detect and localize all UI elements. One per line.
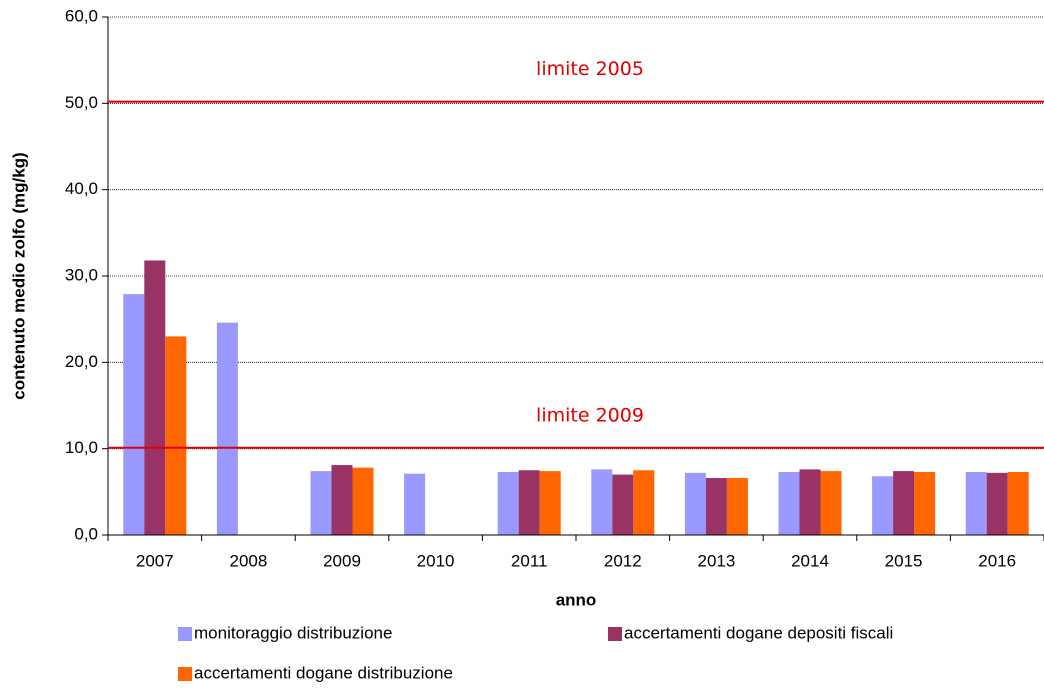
- x-tick-label: 2013: [697, 551, 735, 570]
- bar: [705, 478, 727, 535]
- x-tick-label: 2014: [791, 551, 829, 570]
- bar: [633, 470, 655, 535]
- y-tick-label: 50,0: [65, 93, 98, 112]
- bar: [352, 467, 374, 535]
- bar: [539, 471, 561, 535]
- reference-label: limite 2009: [536, 404, 644, 426]
- y-axis-label: contenuto medio zolfo (mg/kg): [9, 152, 28, 399]
- x-tick-label: 2016: [978, 551, 1016, 570]
- bar: [331, 465, 353, 535]
- x-tick-label: 2007: [136, 551, 174, 570]
- bar: [684, 472, 706, 535]
- reference-label: limite 2005: [536, 58, 644, 80]
- y-tick-label: 10,0: [65, 438, 98, 457]
- bar: [404, 473, 426, 535]
- y-tick-label: 30,0: [65, 265, 98, 284]
- bar: [165, 336, 187, 535]
- bar: [497, 471, 519, 535]
- bar: [914, 471, 936, 535]
- bar: [1007, 471, 1029, 535]
- y-tick-label: 40,0: [65, 179, 98, 198]
- bar: [612, 474, 634, 535]
- x-tick-label: 2011: [511, 551, 548, 570]
- bar: [310, 471, 332, 535]
- bar: [799, 469, 821, 535]
- legend-label: accertamenti dogane distribuzione: [194, 663, 453, 682]
- bar: [965, 471, 987, 535]
- x-tick-label: 2015: [885, 551, 923, 570]
- legend-label: monitoraggio distribuzione: [194, 623, 392, 642]
- x-tick-label: 2009: [323, 551, 361, 570]
- y-tick-label: 20,0: [65, 352, 98, 371]
- bar: [216, 322, 238, 535]
- bar: [893, 471, 915, 535]
- bar: [872, 476, 894, 535]
- bar: [144, 260, 166, 535]
- x-axis-label: anno: [556, 590, 597, 609]
- legend-label: accertamenti dogane depositi fiscali: [624, 623, 893, 642]
- bar: [778, 471, 800, 535]
- legend-swatch: [178, 627, 192, 641]
- bar: [518, 470, 540, 535]
- x-tick-label: 2008: [229, 551, 267, 570]
- x-tick-label: 2012: [604, 551, 642, 570]
- legend-swatch: [608, 627, 622, 641]
- y-tick-label: 0,0: [74, 524, 98, 543]
- bar: [986, 472, 1008, 535]
- bar: [820, 471, 842, 535]
- legend-swatch: [178, 667, 192, 681]
- bar: [123, 294, 145, 535]
- bar: [726, 478, 748, 535]
- x-tick-label: 2010: [417, 551, 455, 570]
- bar: [591, 469, 613, 535]
- y-tick-label: 60,0: [65, 6, 98, 25]
